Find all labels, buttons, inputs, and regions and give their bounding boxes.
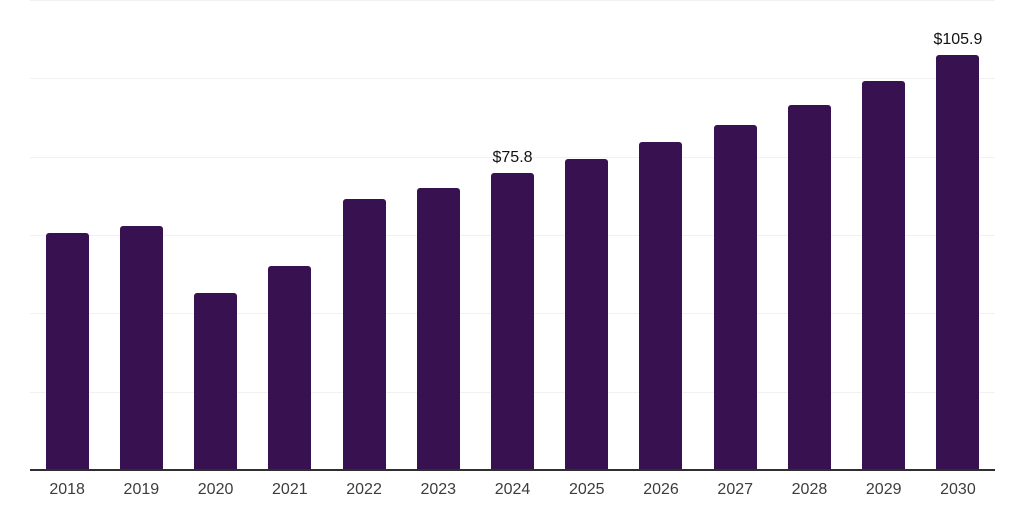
bar-2024 [491,173,535,470]
x-tick-label-2019: 2019 [123,481,160,498]
bar-2018 [45,232,89,470]
bar-series: $75.8 $105.9 [30,0,995,470]
bar-2019 [119,225,163,470]
x-tick-label-2026: 2026 [643,481,679,498]
gridline-100 [30,78,995,80]
bar-column-2022 [327,0,401,470]
bar-column-2021 [253,0,327,470]
bar-column-2030: $105.9 [921,0,995,470]
x-tick-label-2027: 2027 [717,481,754,498]
gridline-80 [30,156,995,158]
bar-2028 [787,104,831,470]
x-tick-label-2025: 2025 [568,481,605,498]
plot-area: $75.8 $105.9 [30,0,995,471]
bar-2021 [268,265,312,470]
bar-column-2024: $75.8 [475,0,549,470]
bar-2023 [416,187,460,470]
x-tick-label-2030: 2030 [940,481,976,498]
x-tick-label-2020: 2020 [197,481,234,498]
value-label-2024: $75.8 [492,149,533,167]
bar-column-2029 [847,0,921,470]
x-axis-tick-labels: 2018 2019 2020 2021 2022 2023 2024 2025 2026 2027… [30,482,995,498]
bar-column-2026 [624,0,698,470]
bar-column-2023 [401,0,475,470]
x-axis-line [30,469,995,471]
bar-column-2018 [30,0,104,470]
bar-column-2028 [772,0,846,470]
gridline-120 [30,0,995,1]
bar-2022 [342,198,386,470]
x-tick-label-2022: 2022 [346,481,382,498]
x-tick-label-2018: 2018 [49,481,85,498]
x-tick-label-2021: 2021 [272,481,308,498]
x-tick-label-2028: 2028 [791,481,828,498]
x-tick-label-2029: 2029 [865,481,902,498]
bar-column-2027 [698,0,772,470]
x-tick-label-2023: 2023 [420,481,457,498]
bar-2025 [565,158,609,470]
bar-2027 [713,124,757,470]
bar-2026 [639,141,683,470]
bar-column-2025 [550,0,624,470]
bar-column-2020 [178,0,252,470]
bar-2029 [862,80,906,470]
value-label-2030: $105.9 [933,31,983,49]
x-tick-label-2024: 2024 [494,481,531,498]
bar-2020 [194,293,238,470]
bar-column-2019 [104,0,178,470]
bar-2030 [936,55,980,470]
